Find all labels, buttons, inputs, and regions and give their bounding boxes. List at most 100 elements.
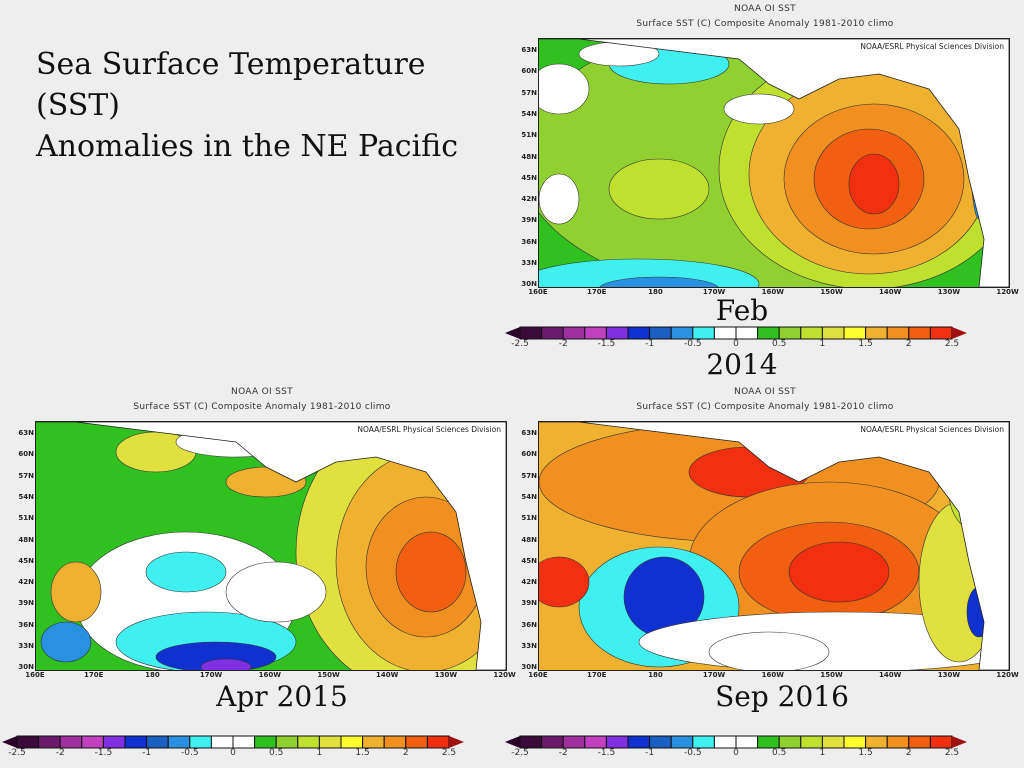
colorbar-segment	[735, 326, 759, 340]
colorbar-segment	[865, 326, 888, 340]
colorbar-segment	[519, 326, 543, 340]
colorbar-segment	[189, 735, 212, 749]
colorbar-segment	[821, 735, 845, 749]
colorbar-tick-label: -2.5	[8, 748, 26, 758]
colorbar-segment	[362, 735, 385, 749]
colorbar-segment	[865, 735, 888, 749]
anomaly-field	[539, 39, 1009, 287]
longitude-label: 170E	[83, 671, 104, 679]
anomaly-contour-region	[539, 258, 760, 287]
colorbar-tick-label: -2	[558, 339, 568, 349]
colorbar-segment	[670, 326, 694, 340]
colorbar-segment	[649, 326, 672, 340]
latitude-label: 42N	[18, 578, 34, 587]
map-subtitle: Surface SST (C) Composite Anomaly 1981-2…	[133, 402, 391, 412]
latitude-label: 60N	[521, 450, 537, 459]
longitude-label: 170W	[702, 671, 726, 679]
anomaly-contour-region	[788, 541, 890, 603]
colorbar-segment	[605, 326, 629, 340]
longitude-label: 150W	[317, 671, 340, 679]
colorbar-segment	[519, 735, 543, 749]
longitude-label: 160E	[528, 671, 548, 679]
colorbar-segment	[843, 735, 867, 749]
colorbar-tick-label: -1	[645, 339, 655, 349]
caption-feb: Feb	[715, 294, 769, 327]
colorbar-segment	[692, 735, 715, 749]
latitude-label: 51N	[521, 514, 537, 523]
latitude-label: 39N	[521, 599, 537, 608]
colorbar: -2.5 -2 -1.5 -1 -0.5 0 0.5 1 1.5 2 2.5	[505, 734, 1000, 760]
colorbar-segment	[541, 735, 564, 749]
colorbar-high-arrow	[952, 327, 967, 339]
latitude-label: 54N	[18, 492, 34, 501]
colorbar-tick-label: 0.5	[772, 748, 787, 758]
colorbar-tick-label: 2.5	[441, 748, 457, 758]
anomaly-contour-region	[539, 173, 580, 225]
latitude-label: 39N	[521, 216, 537, 225]
colorbar-segment	[757, 326, 780, 340]
latitude-label: 63N	[18, 429, 34, 437]
colorbar-segment	[340, 735, 364, 749]
colorbar: -2.5 -2 -1.5 -1 -0.5 0 0.5 1 1.5 2 2.5	[2, 734, 497, 760]
anomaly-field	[36, 422, 506, 670]
colorbar-tick-label: 2.5	[944, 748, 960, 758]
colorbar-low-arrow	[2, 736, 17, 748]
colorbar-segment	[713, 735, 737, 749]
latitude-label: 54N	[521, 109, 537, 118]
colorbar-tick-label: 2.5	[944, 339, 960, 349]
latitude-label: 33N	[521, 642, 537, 650]
anomaly-contour-region	[200, 658, 252, 670]
latitude-label: 39N	[18, 599, 34, 608]
anomaly-contour-region	[145, 551, 227, 593]
colorbar-segment	[232, 735, 256, 749]
longitude-label: 120W	[493, 671, 516, 679]
colorbar-segment	[713, 326, 737, 340]
colorbar-segment	[627, 735, 651, 749]
latitude-label: 33N	[18, 642, 34, 650]
colorbar-tick-label: 0.5	[269, 748, 284, 758]
colorbar-segment	[649, 735, 672, 749]
longitude-label: 180	[648, 671, 663, 679]
credit-label: NOAA/ESRL Physical Sciences Division	[857, 424, 1007, 435]
landmass	[36, 422, 506, 670]
anomaly-field	[539, 422, 1009, 670]
colorbar-segment	[16, 735, 40, 749]
longitude-label: 170E	[586, 671, 607, 679]
latitude-label: 30N	[521, 280, 537, 289]
landmass	[539, 39, 1009, 287]
colorbar-segment	[297, 735, 320, 749]
colorbar-segment	[562, 735, 586, 749]
colorbar-segment	[757, 735, 780, 749]
anomaly-contour-region	[848, 153, 900, 215]
sst-anomaly-map: NOAA/ESRL Physical Sciences Division	[538, 421, 1010, 671]
map-subtitle: Surface SST (C) Composite Anomaly 1981-2…	[636, 402, 894, 412]
colorbar-segment	[562, 326, 586, 340]
latitude-label: 48N	[521, 152, 537, 161]
anomaly-contour-region	[723, 93, 795, 125]
colorbar-tick-label: 1	[819, 748, 826, 758]
colorbar-segment	[605, 735, 629, 749]
caption-sep-2016: Sep 2016	[715, 680, 849, 713]
anomaly-contour-region	[395, 531, 467, 613]
latitude-label: 45N	[521, 556, 537, 565]
longitude-label: 180	[145, 671, 160, 679]
map-title: NOAA OI SST	[231, 387, 293, 397]
colorbar-segment	[383, 735, 407, 749]
colorbar-segment	[275, 735, 299, 749]
sst-map-panel-sep-2016: NOAA OI SST Surface SST (C) Composite An…	[505, 383, 1024, 683]
longitude-label: 160E	[25, 671, 45, 679]
latitude-label: 57N	[18, 471, 34, 480]
anomaly-contour-region	[608, 158, 710, 220]
colorbar-tick-label: 0	[733, 339, 739, 349]
colorbar: -2.5 -2 -1.5 -1 -0.5 0 0.5 1 1.5 2 2.5	[505, 325, 1000, 351]
colorbar-segment	[908, 735, 931, 749]
colorbar-tick-label: -0.5	[684, 748, 702, 758]
colorbar-tick-label: -1.5	[94, 748, 113, 758]
colorbar-segment	[929, 735, 953, 749]
longitude-label: 120W	[996, 288, 1019, 296]
latitude-label: 42N	[521, 195, 537, 204]
latitude-label: 36N	[521, 620, 537, 629]
colorbar-tick-label: 2	[905, 748, 912, 758]
colorbar-segment	[210, 735, 234, 749]
colorbar-segment	[584, 326, 607, 340]
